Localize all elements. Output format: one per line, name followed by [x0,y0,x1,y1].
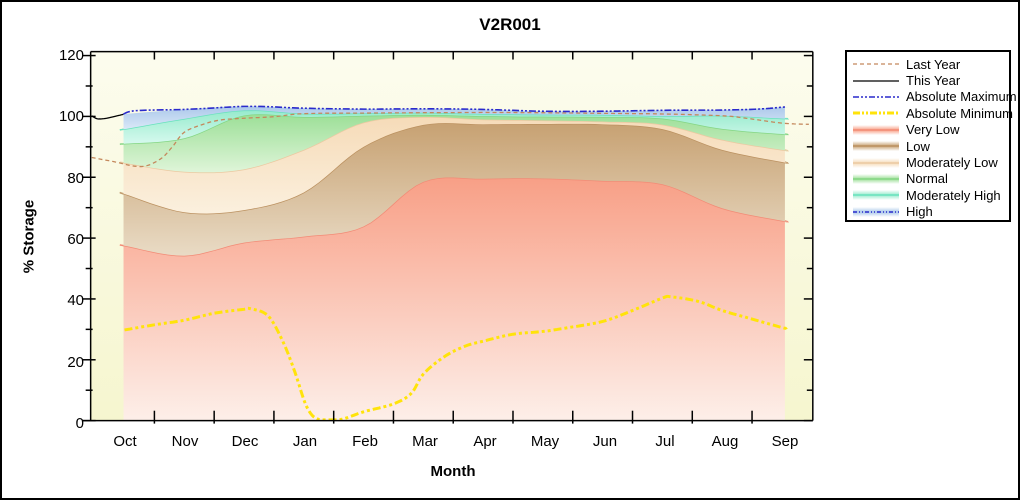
x-tick-label-may: May [530,433,560,450]
x-tick-label-jan: Jan [292,433,318,450]
legend: Last Year This Year Absolute Maximum Absolu… [845,50,1017,222]
y-tick-label-20: 20 [67,353,84,371]
legend-label: Absolute Maximum [906,89,1017,105]
legend-item-high: High [853,204,1009,220]
x-axis-title: Month [430,463,476,480]
legend-item-moderately-low: Moderately Low [853,154,1009,170]
legend-item-normal: Normal [853,171,1009,187]
y-tick-label-60: 60 [67,230,84,248]
legend-label: Normal [906,171,948,187]
band-swatch [853,190,899,201]
legend-item-absolute-maximum: Absolute Maximum [853,89,1017,105]
x-tick-label-mar: Mar [412,433,438,450]
band-swatch [853,157,899,168]
legend-item-absolute-minimum: Absolute Minimum [853,105,1013,121]
x-tick-label-feb: Feb [352,433,378,450]
legend-item-last-year: Last Year [853,56,1009,72]
legend-label: Low [906,138,930,154]
legend-item-moderately-high: Moderately High [853,187,1009,203]
line-swatch [853,79,899,82]
x-tick-label-nov: Nov [171,433,199,450]
legend-label: Moderately High [906,187,1001,203]
legend-label: Very Low [906,122,960,138]
band-swatch [853,206,899,217]
line-swatch [853,63,899,65]
x-tick-label-aug: Aug [711,433,739,450]
band-swatch [853,141,899,152]
legend-label: This Year [906,73,961,89]
page-title: V2R001 [479,15,541,34]
y-axis-title: % Storage [20,199,38,274]
legend-item-this-year: This Year [853,72,1009,88]
y-tick-label-0: 0 [75,415,84,432]
legend-label: High [906,204,933,220]
legend-item-low: Low [853,138,1009,154]
legend-label: Last Year [906,56,961,72]
y-tick-label-40: 40 [67,292,84,310]
y-tick-label-100: 100 [58,108,84,126]
legend-label: Absolute Minimum [906,105,1013,121]
line-swatch [853,111,899,115]
band-swatch [853,124,899,135]
y-tick-label-80: 80 [67,169,84,187]
x-tick-label-jul: Jul [655,433,675,450]
line-swatch [853,96,899,98]
x-tick-label-oct: Oct [113,433,137,450]
band-swatch [853,173,899,184]
x-tick-label-apr: Apr [473,433,497,450]
legend-item-very-low: Very Low [853,122,1009,138]
x-tick-label-jun: Jun [592,433,618,450]
y-tick-label-120: 120 [58,46,84,64]
legend-label: Moderately Low [906,155,998,171]
x-tick-label-sep: Sep [771,433,799,450]
x-tick-label-dec: Dec [231,433,259,450]
